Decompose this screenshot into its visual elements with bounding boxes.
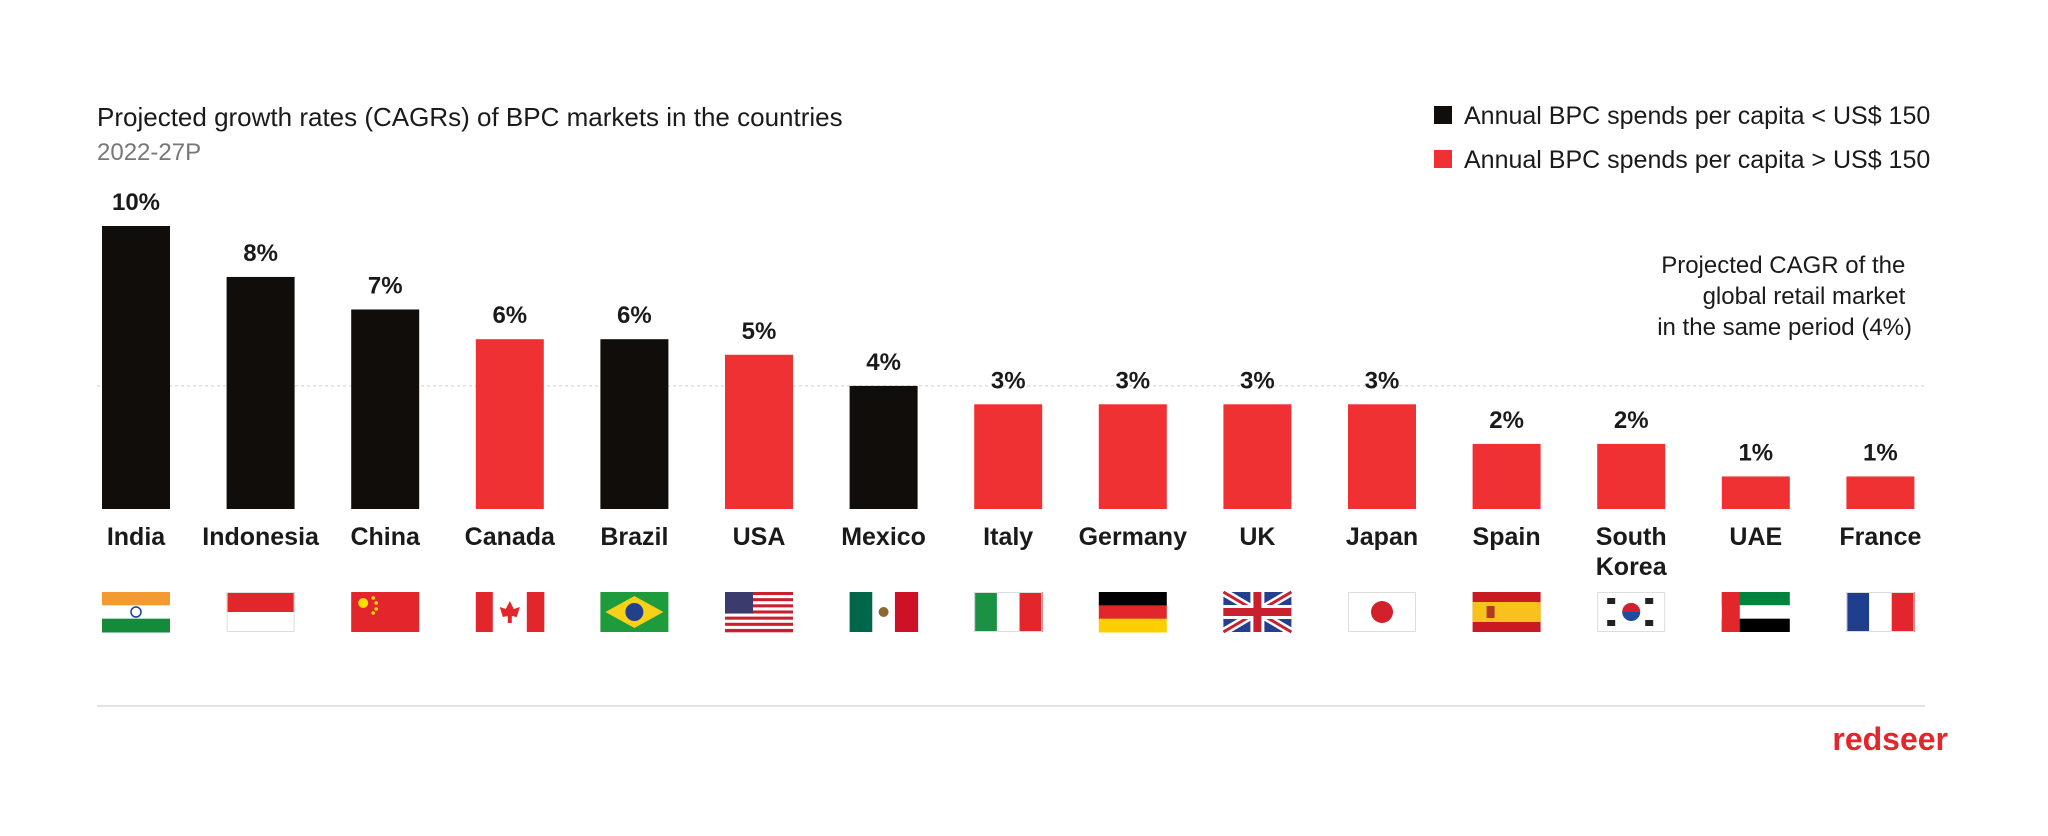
reference-label-line: in the same period (4%): [1657, 314, 1912, 341]
flag-row: [102, 588, 1915, 636]
bar-indonesia: [226, 276, 295, 509]
bar-china: [351, 309, 420, 509]
bar-uk: [1223, 404, 1292, 509]
bar-italy: [974, 404, 1043, 509]
category-label-line: India: [107, 523, 166, 551]
italy-flag: [974, 592, 1043, 632]
value-label-brazil: 6%: [617, 302, 652, 329]
category-label-line: Indonesia: [202, 523, 320, 551]
value-label-spain: 2%: [1489, 407, 1524, 434]
bar-usa: [725, 354, 793, 509]
bar-series: 10% India 8% Indonesia 7% China 6% Canada 6% Braz…: [102, 189, 1921, 581]
reference-label-line: Projected CAGR of the: [1661, 252, 1905, 279]
category-label-usa: USA: [733, 523, 786, 551]
reference-label-line: global retail market: [1703, 283, 1906, 310]
category-label-line: Canada: [465, 523, 556, 551]
category-label-canada: Canada: [465, 523, 556, 551]
category-label-line: South: [1596, 523, 1667, 551]
bar-uae: [1721, 476, 1790, 509]
bar-mexico: [849, 385, 918, 509]
canada-flag: [475, 592, 545, 632]
category-label-south-korea: South Korea: [1596, 523, 1668, 581]
value-label-italy: 3%: [991, 367, 1026, 394]
indonesia-flag: [226, 592, 295, 633]
value-label-usa: 5%: [742, 318, 777, 345]
reference-label: Projected CAGR of the global retail mark…: [1657, 252, 1912, 341]
category-label-spain: Spain: [1473, 523, 1541, 551]
uk-flag: [1221, 588, 1294, 636]
usa-flag: [725, 592, 793, 633]
category-label-italy: Italy: [983, 523, 1033, 551]
category-label-line: Italy: [983, 523, 1033, 551]
south-korea-flag: [1597, 592, 1666, 632]
chart-title: Projected growth rates (CAGRs) of BPC ma…: [97, 102, 843, 132]
category-label-france: France: [1839, 523, 1921, 551]
value-label-south-korea: 2%: [1614, 407, 1649, 434]
chart-subtitle: 2022-27P: [97, 139, 201, 166]
value-label-china: 7%: [368, 272, 403, 299]
value-label-canada: 6%: [492, 302, 527, 329]
india-flag: [102, 592, 170, 633]
category-label-line: Brazil: [600, 523, 668, 551]
category-label-line: Mexico: [841, 523, 926, 551]
value-label-indonesia: 8%: [243, 240, 278, 267]
category-label-uae: UAE: [1729, 523, 1782, 551]
bar-japan: [1348, 404, 1416, 509]
category-label-line: Spain: [1473, 523, 1541, 551]
category-label-line: Korea: [1596, 553, 1668, 581]
category-label-china: China: [350, 523, 421, 551]
legend-swatch-low: [1434, 106, 1452, 124]
category-label-japan: Japan: [1346, 523, 1418, 551]
category-label-line: China: [350, 523, 421, 551]
category-label-india: India: [107, 523, 166, 551]
bar-canada: [475, 339, 544, 509]
value-label-uae: 1%: [1738, 439, 1773, 466]
germany-flag: [1098, 592, 1167, 633]
category-label-germany: Germany: [1079, 523, 1187, 551]
china-flag: [351, 592, 420, 632]
uae-flag: [1721, 592, 1790, 632]
bar-germany: [1098, 404, 1167, 509]
legend-swatch-high: [1434, 150, 1452, 168]
category-label-line: USA: [733, 523, 786, 551]
bar-spain: [1472, 443, 1541, 509]
category-label-brazil: Brazil: [600, 523, 668, 551]
redseer-logo: redseer: [1832, 721, 1948, 757]
value-label-germany: 3%: [1115, 367, 1150, 394]
category-label-line: Germany: [1079, 523, 1187, 551]
category-label-indonesia: Indonesia: [202, 523, 320, 551]
brazil-flag: [600, 592, 669, 632]
category-label-line: Japan: [1346, 523, 1418, 551]
mexico-flag: [849, 592, 919, 632]
value-label-japan: 3%: [1365, 367, 1400, 394]
legend: Annual BPC spends per capita < US$ 150 A…: [1434, 102, 1930, 174]
value-label-france: 1%: [1863, 439, 1898, 466]
category-label-line: UK: [1239, 523, 1275, 551]
bar-south-korea: [1597, 443, 1666, 509]
spain-flag: [1472, 592, 1541, 632]
value-label-india: 10%: [112, 189, 160, 216]
legend-label-high: Annual BPC spends per capita > US$ 150: [1464, 146, 1930, 174]
value-label-mexico: 4%: [866, 349, 901, 376]
category-label-uk: UK: [1239, 523, 1275, 551]
bar-india: [102, 226, 170, 509]
value-label-uk: 3%: [1240, 367, 1275, 394]
legend-label-low: Annual BPC spends per capita < US$ 150: [1464, 102, 1930, 130]
france-flag: [1846, 592, 1915, 632]
category-label-line: UAE: [1729, 523, 1782, 551]
category-label-line: France: [1839, 523, 1921, 551]
category-label-mexico: Mexico: [841, 523, 926, 551]
japan-flag: [1348, 592, 1416, 632]
bar-france: [1846, 476, 1915, 509]
bar-brazil: [600, 339, 669, 509]
